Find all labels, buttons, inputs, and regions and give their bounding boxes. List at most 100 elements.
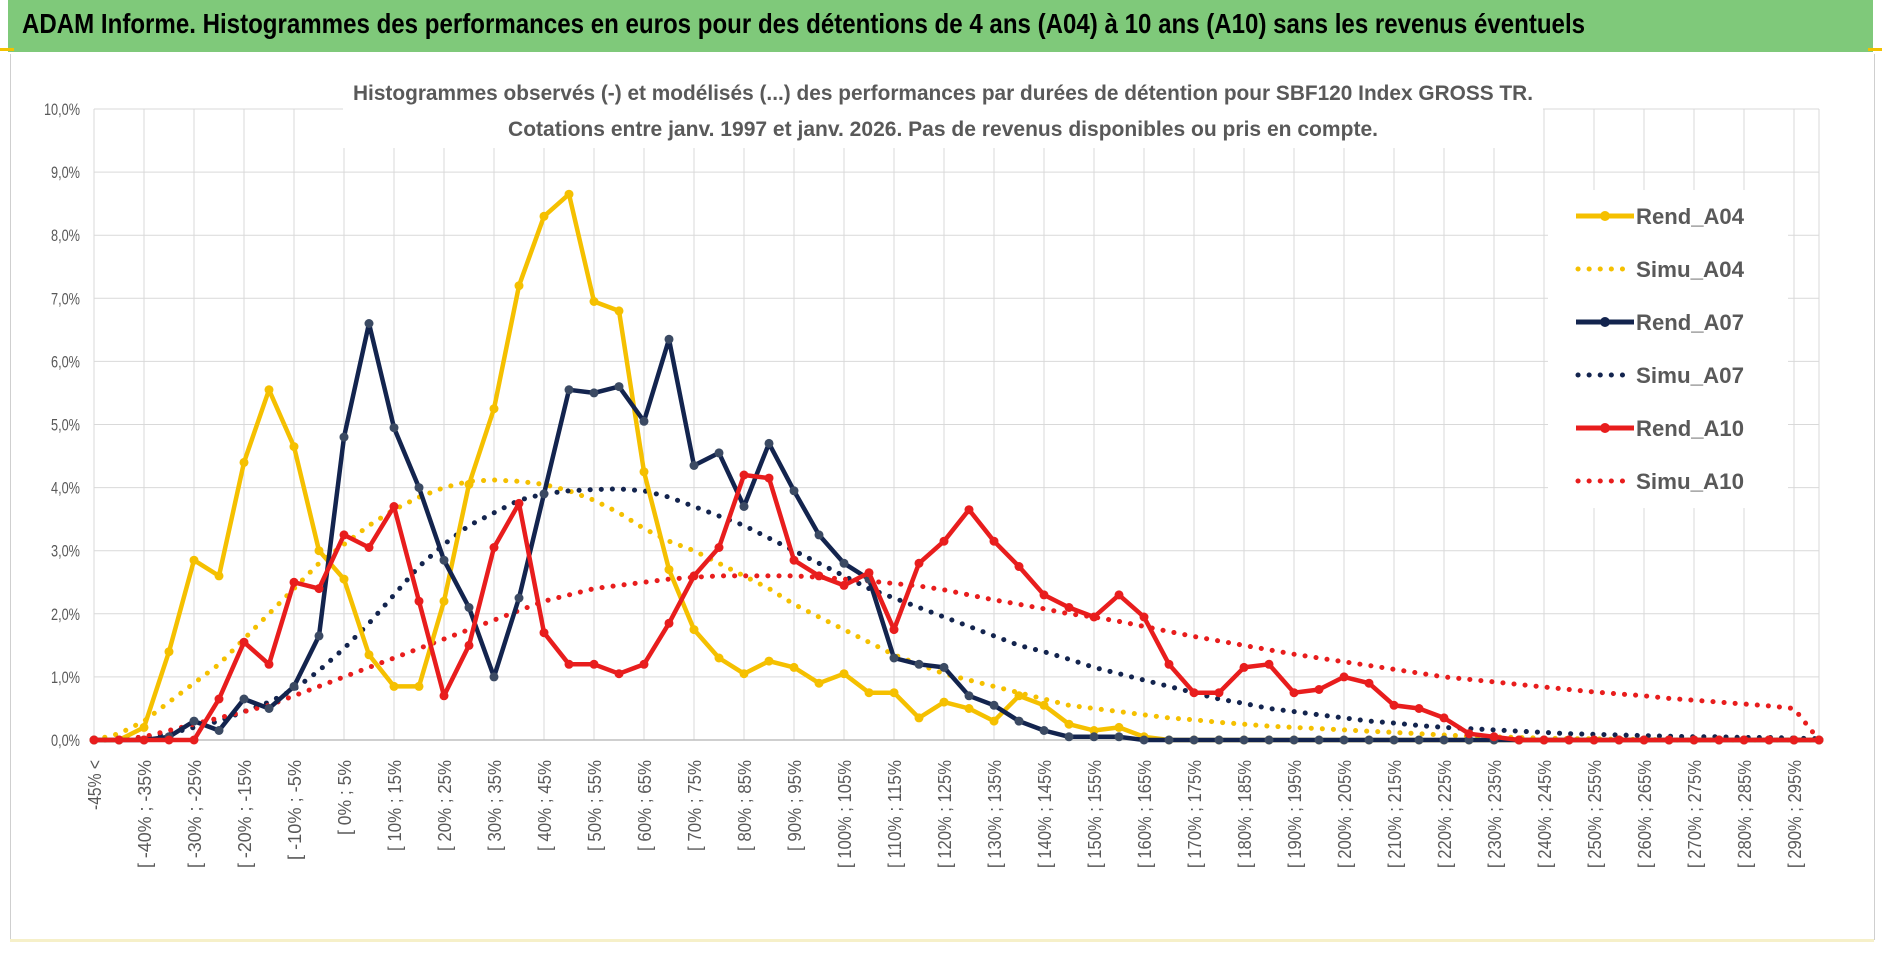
chart-bottom-border xyxy=(10,939,1874,942)
x-tick-label: -45% < xyxy=(85,760,105,810)
data-point-Rend_A10 xyxy=(289,577,299,587)
data-point-Rend_A04 xyxy=(514,281,524,291)
data-point-Rend_A04 xyxy=(164,647,174,657)
data-point-Rend_A04 xyxy=(214,571,224,581)
data-point-Rend_A10 xyxy=(739,470,749,480)
series-line-Simu_A10 xyxy=(91,573,1822,743)
data-point-Rend_A10 xyxy=(1314,685,1324,694)
corner-mark-top-left xyxy=(0,48,14,51)
data-point-Rend_A04 xyxy=(389,681,399,691)
data-point-Rend_A10 xyxy=(264,659,274,669)
data-point-Rend_A04 xyxy=(939,697,949,707)
x-tick-label: [ 10% ; 15% xyxy=(385,760,405,851)
data-point-Rend_A07 xyxy=(439,555,449,565)
data-point-Rend_A07 xyxy=(1464,735,1474,745)
data-point-Rend_A10 xyxy=(1114,590,1124,600)
data-point-Rend_A10 xyxy=(989,536,999,546)
y-tick-label: 5,0% xyxy=(51,416,80,435)
data-point-Rend_A10 xyxy=(1664,735,1674,745)
data-point-Rend_A10 xyxy=(239,637,249,647)
data-point-Rend_A10 xyxy=(1739,735,1749,745)
data-point-Rend_A10 xyxy=(1639,735,1649,745)
y-tick-label: 6,0% xyxy=(51,352,80,371)
data-point-Rend_A07 xyxy=(1139,735,1149,745)
data-point-Rend_A04 xyxy=(739,669,749,679)
data-point-Rend_A10 xyxy=(364,543,374,552)
data-point-Rend_A07 xyxy=(964,691,974,701)
data-point-Rend_A10 xyxy=(564,659,574,669)
data-point-Rend_A10 xyxy=(589,659,599,669)
data-point-Rend_A04 xyxy=(489,404,499,414)
y-tick-label: 9,0% xyxy=(51,163,80,182)
data-point-Rend_A10 xyxy=(1239,662,1249,672)
data-point-Rend_A07 xyxy=(1364,735,1374,745)
x-tick-label: [ 230% ; 235% xyxy=(1485,760,1505,868)
data-point-Rend_A10 xyxy=(914,558,924,568)
data-point-Rend_A04 xyxy=(914,713,924,723)
data-point-Rend_A04 xyxy=(1114,722,1124,732)
data-point-Rend_A04 xyxy=(639,467,649,477)
data-point-Rend_A10 xyxy=(439,691,449,701)
data-point-Rend_A10 xyxy=(1589,735,1599,745)
data-point-Rend_A07 xyxy=(1164,735,1174,745)
data-point-Rend_A10 xyxy=(1039,590,1049,600)
x-tick-label: [ 20% ; 25% xyxy=(435,760,455,851)
data-point-Rend_A10 xyxy=(1264,659,1274,669)
x-tick-label: [ 130% ; 135% xyxy=(985,760,1005,868)
data-point-Rend_A10 xyxy=(1189,688,1199,698)
data-point-Rend_A10 xyxy=(139,735,149,745)
data-point-Rend_A07 xyxy=(1064,732,1074,742)
data-point-Rend_A04 xyxy=(189,555,199,565)
data-point-Rend_A07 xyxy=(1114,732,1124,742)
x-tick-label: [ 290% ; 295% xyxy=(1785,760,1805,868)
data-point-Rend_A10 xyxy=(1364,678,1374,688)
legend-marker-Rend_A07 xyxy=(1600,317,1610,327)
data-point-Rend_A04 xyxy=(789,662,799,672)
data-point-Rend_A10 xyxy=(339,530,349,540)
data-point-Rend_A10 xyxy=(1514,735,1524,745)
data-point-Rend_A07 xyxy=(1314,735,1324,745)
data-point-Rend_A04 xyxy=(239,457,249,467)
x-tick-label: [ -10% ; -5% xyxy=(285,760,305,860)
page-title: ADAM Informe. Histogrammes des performan… xyxy=(22,8,1586,39)
data-point-Rend_A07 xyxy=(339,432,349,442)
data-point-Rend_A10 xyxy=(1789,735,1799,745)
x-tick-label: [ 280% ; 285% xyxy=(1735,760,1755,868)
data-point-Rend_A10 xyxy=(789,555,799,565)
data-point-Rend_A07 xyxy=(314,631,324,641)
data-point-Rend_A10 xyxy=(1414,704,1424,713)
data-point-Rend_A04 xyxy=(689,625,699,635)
corner-mark-top-right xyxy=(1868,48,1882,51)
data-point-Rend_A10 xyxy=(1614,735,1624,745)
x-tick-label: [ -20% ; -15% xyxy=(235,760,255,868)
data-point-Rend_A07 xyxy=(239,694,249,704)
y-tick-label: 2,0% xyxy=(51,605,80,624)
data-point-Rend_A10 xyxy=(1389,700,1399,710)
data-point-Rend_A04 xyxy=(964,704,974,713)
data-point-Rend_A07 xyxy=(489,672,499,682)
data-point-Rend_A04 xyxy=(1039,700,1049,710)
x-tick-label: [ 30% ; 35% xyxy=(485,760,505,851)
data-point-Rend_A04 xyxy=(439,596,449,606)
x-tick-label: [ 270% ; 275% xyxy=(1685,760,1705,868)
data-point-Rend_A07 xyxy=(1414,735,1424,745)
data-point-Rend_A10 xyxy=(1014,562,1024,571)
data-point-Rend_A10 xyxy=(814,571,824,581)
data-point-Rend_A10 xyxy=(1814,735,1824,745)
data-point-Rend_A10 xyxy=(1089,612,1099,622)
data-point-Rend_A07 xyxy=(689,461,699,470)
data-point-Rend_A07 xyxy=(1439,735,1449,745)
data-point-Rend_A10 xyxy=(389,502,399,511)
data-point-Rend_A07 xyxy=(639,416,649,426)
y-tick-label: 7,0% xyxy=(51,289,80,308)
legend: Rend_A04 Simu_A04 Rend_A07 Simu_A07 Rend_A10… xyxy=(1548,190,1788,508)
data-point-Rend_A10 xyxy=(689,571,699,581)
data-point-Rend_A04 xyxy=(614,306,624,316)
data-point-Rend_A04 xyxy=(314,546,324,556)
data-point-Rend_A07 xyxy=(839,558,849,568)
legend-label-Simu_A10: Simu_A10 xyxy=(1636,469,1744,494)
x-tick-label: [ 50% ; 55% xyxy=(585,760,605,851)
data-point-Rend_A07 xyxy=(739,502,749,511)
data-point-Rend_A07 xyxy=(914,659,924,669)
